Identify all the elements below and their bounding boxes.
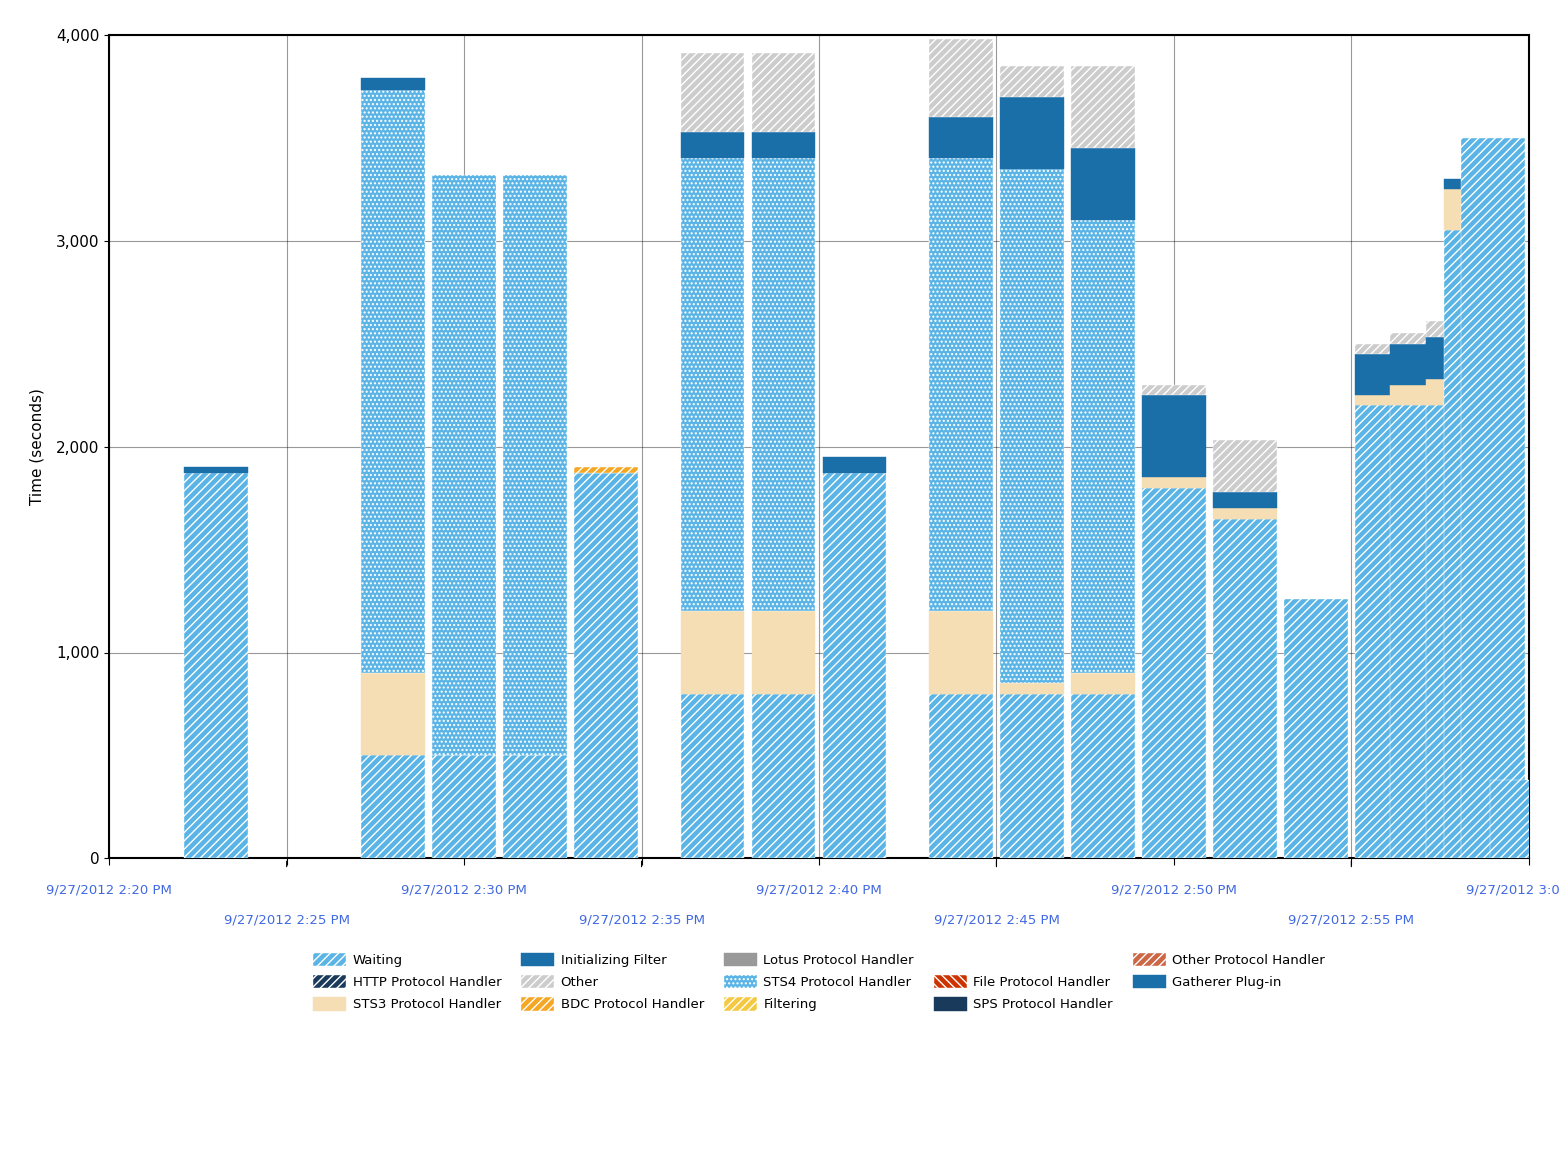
Bar — [1214, 519, 1276, 858]
Bar — [362, 90, 424, 673]
Bar — [1356, 343, 1418, 354]
Bar — [752, 694, 816, 858]
Bar — [752, 611, 816, 694]
Bar — [680, 611, 744, 694]
Bar — [1462, 138, 1526, 858]
Bar — [1390, 385, 1454, 405]
Bar — [930, 117, 992, 159]
Bar — [822, 473, 886, 858]
Bar — [1000, 694, 1064, 858]
Bar — [1072, 673, 1134, 694]
Bar — [930, 39, 992, 117]
Bar — [680, 53, 744, 131]
Bar — [574, 473, 638, 858]
Bar — [1142, 396, 1206, 478]
Bar — [362, 755, 424, 858]
Bar — [1214, 492, 1276, 498]
Bar — [822, 457, 886, 473]
Bar — [504, 755, 566, 858]
Bar — [1214, 508, 1276, 519]
Bar — [1214, 441, 1276, 492]
Bar — [680, 158, 744, 611]
Text: 9/27/2012 2:20 PM: 9/27/2012 2:20 PM — [47, 884, 172, 897]
Text: 9/27/2012 3:00 PM: 9/27/2012 3:00 PM — [1466, 884, 1560, 897]
Bar — [1000, 66, 1064, 96]
Bar — [504, 175, 566, 755]
Bar — [1072, 220, 1134, 673]
Bar — [432, 755, 496, 858]
Bar — [752, 158, 816, 611]
Text: 9/27/2012 2:30 PM: 9/27/2012 2:30 PM — [401, 884, 527, 897]
Text: 9/27/2012 2:25 PM: 9/27/2012 2:25 PM — [223, 914, 349, 927]
Bar — [1356, 405, 1418, 858]
Y-axis label: Time (seconds): Time (seconds) — [30, 389, 45, 505]
Text: 9/27/2012 2:45 PM: 9/27/2012 2:45 PM — [933, 914, 1059, 927]
Bar — [752, 131, 816, 159]
Text: 9/27/2012 2:55 PM: 9/27/2012 2:55 PM — [1289, 914, 1415, 927]
Legend: Waiting, HTTP Protocol Handler, STS3 Protocol Handler, Initializing Filter, Othe: Waiting, HTTP Protocol Handler, STS3 Pro… — [307, 948, 1331, 1016]
Bar — [1000, 683, 1064, 694]
Bar — [930, 158, 992, 611]
Bar — [752, 53, 816, 131]
Bar — [1142, 385, 1206, 396]
Bar — [362, 78, 424, 90]
Bar — [1426, 321, 1490, 338]
Bar — [1426, 338, 1490, 378]
Text: 9/27/2012 2:50 PM: 9/27/2012 2:50 PM — [1111, 884, 1237, 897]
Bar — [1443, 231, 1507, 858]
Text: 9/27/2012 2:40 PM: 9/27/2012 2:40 PM — [757, 884, 881, 897]
Bar — [1000, 96, 1064, 168]
Bar — [432, 175, 496, 755]
Bar — [1000, 168, 1064, 683]
Bar — [1490, 781, 1554, 858]
Bar — [184, 467, 248, 473]
Bar — [1390, 333, 1454, 343]
Bar — [1443, 189, 1507, 231]
Bar — [1356, 396, 1418, 405]
Bar — [1426, 405, 1490, 858]
Bar — [930, 611, 992, 694]
Bar — [1142, 487, 1206, 858]
Bar — [680, 131, 744, 159]
Bar — [1284, 599, 1348, 858]
Bar — [1072, 148, 1134, 220]
Bar — [1072, 66, 1134, 148]
Bar — [1072, 694, 1134, 858]
Bar — [680, 694, 744, 858]
Bar — [184, 473, 248, 858]
Bar — [1390, 405, 1454, 858]
Text: 9/27/2012 2:35 PM: 9/27/2012 2:35 PM — [579, 914, 705, 927]
Bar — [574, 467, 638, 473]
Bar — [1214, 498, 1276, 508]
Bar — [1426, 378, 1490, 405]
Bar — [362, 673, 424, 755]
Bar — [1356, 354, 1418, 396]
Bar — [1390, 343, 1454, 385]
Bar — [930, 694, 992, 858]
Bar — [1443, 179, 1507, 189]
Bar — [1142, 478, 1206, 487]
